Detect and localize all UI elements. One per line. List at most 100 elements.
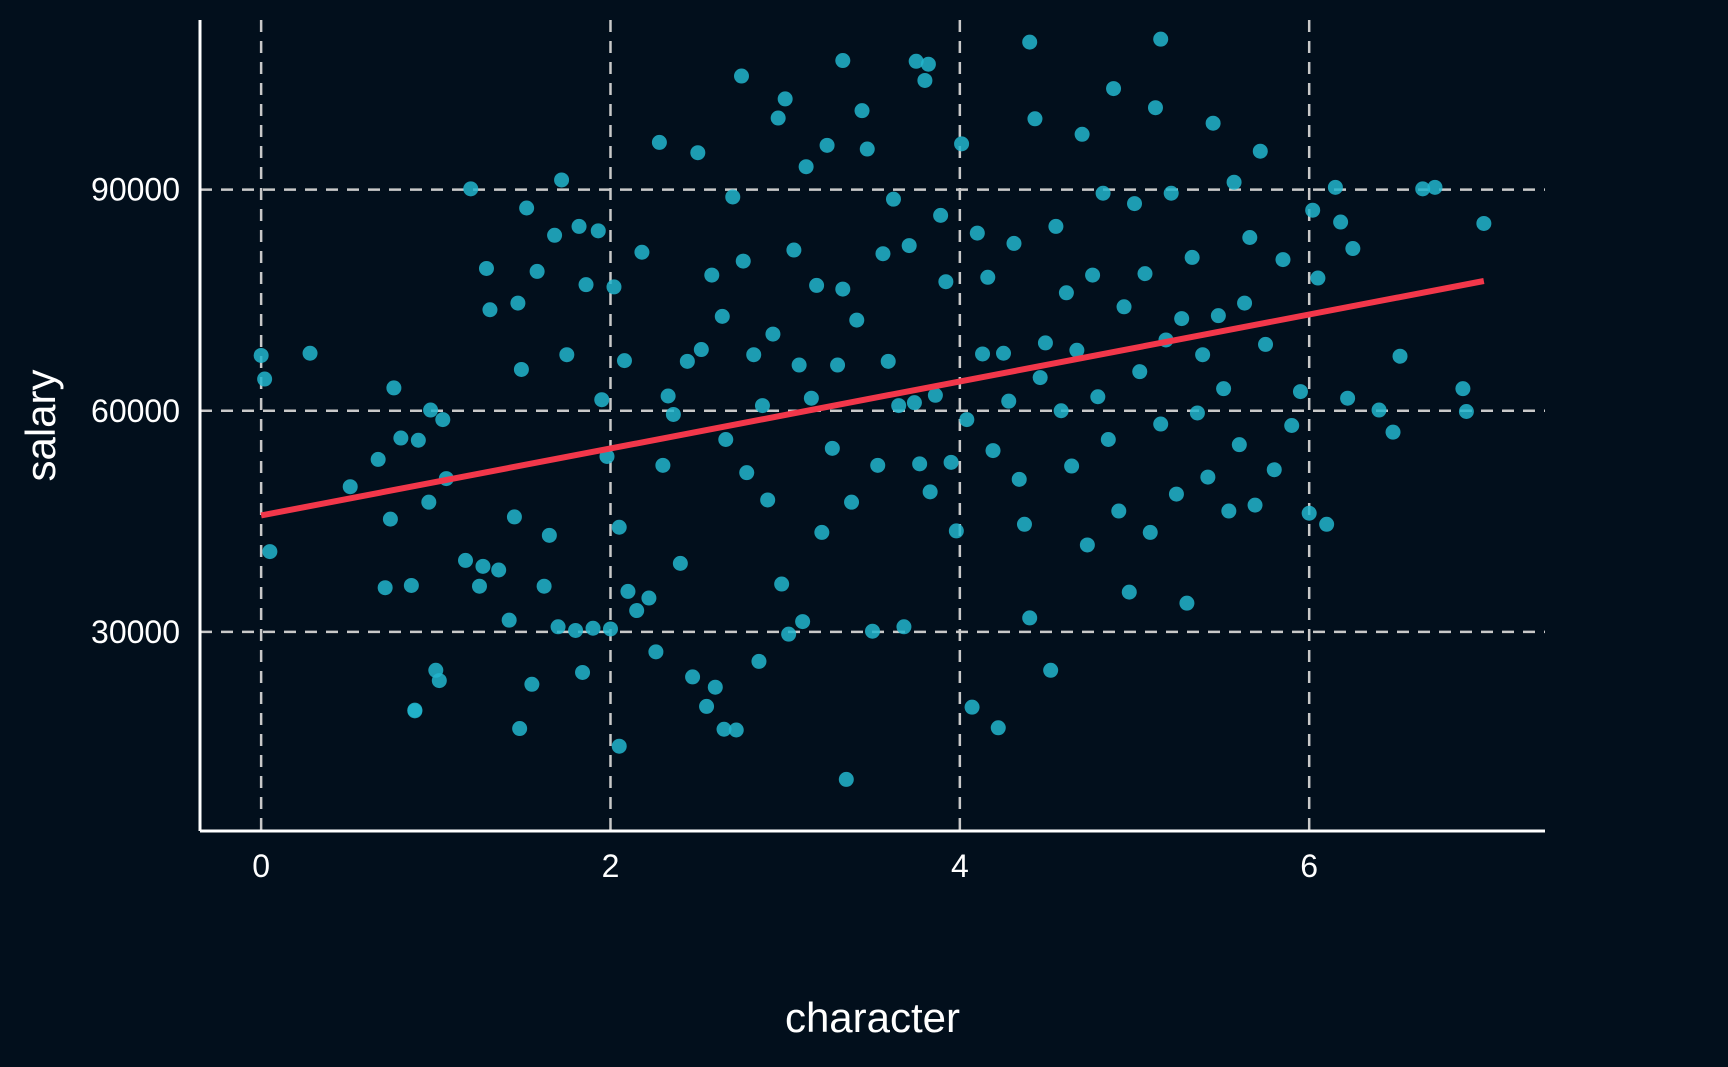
data-point xyxy=(943,454,959,470)
data-point xyxy=(655,457,671,473)
data-point xyxy=(1064,458,1080,474)
data-point xyxy=(1371,402,1387,418)
data-point xyxy=(421,494,437,510)
x-axis-title: character xyxy=(785,994,960,1041)
data-point xyxy=(594,392,610,408)
data-point xyxy=(1106,81,1122,97)
data-point xyxy=(1053,403,1069,419)
data-point xyxy=(959,412,975,428)
data-point xyxy=(1200,469,1216,485)
data-point xyxy=(996,345,1012,361)
data-point xyxy=(704,267,720,283)
data-point xyxy=(735,253,751,269)
data-point xyxy=(1090,389,1106,405)
data-point xyxy=(690,145,706,161)
data-point xyxy=(880,353,896,369)
data-point xyxy=(1001,393,1017,409)
data-point xyxy=(559,347,575,363)
data-point xyxy=(795,614,811,630)
data-point xyxy=(1392,348,1408,364)
data-point xyxy=(699,698,715,714)
data-points xyxy=(253,31,1492,787)
data-point xyxy=(733,68,749,84)
data-point xyxy=(901,238,917,254)
data-point xyxy=(529,263,545,279)
data-point xyxy=(253,347,269,363)
data-point xyxy=(964,699,980,715)
data-point xyxy=(854,103,870,119)
data-point xyxy=(781,626,797,642)
data-point xyxy=(1340,390,1356,406)
data-point xyxy=(616,353,632,369)
data-point xyxy=(1116,299,1132,315)
data-point xyxy=(1310,270,1326,286)
data-point xyxy=(1168,486,1184,502)
data-point xyxy=(716,721,732,737)
data-point xyxy=(920,56,936,72)
data-point xyxy=(990,720,1006,736)
data-point xyxy=(760,492,776,508)
tick-labels: 0 2 4 6 30000 60000 90000 xyxy=(91,172,1318,884)
regression-line xyxy=(260,278,1485,519)
data-point xyxy=(1111,503,1127,519)
data-point xyxy=(1345,241,1361,257)
data-point xyxy=(1301,505,1317,521)
x-tick-label: 6 xyxy=(1300,848,1318,884)
data-point xyxy=(602,621,618,637)
data-point xyxy=(718,432,734,448)
data-point xyxy=(975,346,991,362)
data-point xyxy=(1174,311,1190,327)
data-point xyxy=(1455,381,1471,397)
data-point xyxy=(506,509,522,525)
data-point xyxy=(933,207,949,223)
data-point xyxy=(870,457,886,473)
data-point xyxy=(1147,100,1163,116)
data-point xyxy=(431,673,447,689)
data-point xyxy=(1016,516,1032,532)
data-point xyxy=(954,136,970,152)
data-point xyxy=(1132,364,1148,380)
data-point xyxy=(679,353,695,369)
data-point xyxy=(865,623,880,639)
data-point xyxy=(1333,214,1349,230)
data-point xyxy=(423,402,439,418)
data-point xyxy=(1284,418,1300,433)
data-point xyxy=(1231,437,1247,453)
data-point xyxy=(1095,185,1111,201)
fit-line-group xyxy=(260,278,1485,519)
data-point xyxy=(1043,662,1059,678)
data-point xyxy=(1121,584,1137,600)
data-point xyxy=(969,225,985,241)
data-point xyxy=(1305,202,1321,218)
data-point xyxy=(891,398,907,414)
y-axis-title: salary xyxy=(17,369,64,481)
data-point xyxy=(536,578,552,594)
data-point xyxy=(906,395,922,411)
data-point xyxy=(1142,524,1158,540)
data-point xyxy=(1266,462,1282,478)
data-point xyxy=(835,281,851,297)
data-point xyxy=(685,669,701,685)
y-tick-label: 30000 xyxy=(91,614,180,650)
data-point xyxy=(693,342,709,358)
data-point xyxy=(938,274,954,290)
data-point xyxy=(1058,285,1074,301)
data-point xyxy=(660,388,676,404)
data-point xyxy=(819,137,835,153)
data-point xyxy=(606,279,622,295)
data-point xyxy=(471,578,487,594)
data-point xyxy=(1027,111,1043,127)
data-point xyxy=(707,679,723,695)
data-point xyxy=(512,721,528,737)
data-point xyxy=(585,620,601,636)
data-point xyxy=(519,200,535,216)
data-point xyxy=(501,612,517,628)
data-point xyxy=(554,172,570,188)
data-point xyxy=(1385,424,1401,440)
data-point xyxy=(491,562,507,578)
data-point xyxy=(342,479,358,495)
data-point xyxy=(1048,218,1064,234)
data-point xyxy=(1292,384,1308,400)
data-point xyxy=(370,451,386,467)
